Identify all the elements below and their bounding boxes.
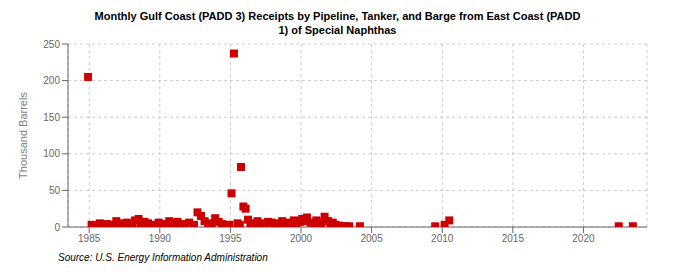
- svg-text:0: 0: [54, 222, 60, 233]
- svg-text:100: 100: [43, 148, 60, 159]
- svg-text:200: 200: [43, 75, 60, 86]
- svg-text:150: 150: [43, 112, 60, 123]
- html-text:Monthly Gulf Coast (PADD 3) Re: Monthly Gulf Coast (PADD 3) Receipts by …: [94, 10, 581, 22]
- svg-text:1990: 1990: [149, 233, 172, 244]
- svg-text:50: 50: [49, 185, 61, 196]
- svg-text:1985: 1985: [78, 233, 101, 244]
- html-text:1) of Special Naphthas: 1) of Special Naphthas: [278, 24, 397, 36]
- svg-text:2020: 2020: [572, 233, 595, 244]
- svg-text:Thousand Barrels: Thousand Barrels: [17, 92, 29, 179]
- svg-text:1995: 1995: [219, 233, 242, 244]
- svg-text:2000: 2000: [290, 233, 313, 244]
- svg-text:2010: 2010: [431, 233, 454, 244]
- html-text:Source: U.S. Energy Informatio: Source: U.S. Energy Information Administ…: [58, 252, 268, 263]
- svg-text:2015: 2015: [502, 233, 525, 244]
- svg-text:250: 250: [43, 39, 60, 50]
- svg-text:2005: 2005: [360, 233, 383, 244]
